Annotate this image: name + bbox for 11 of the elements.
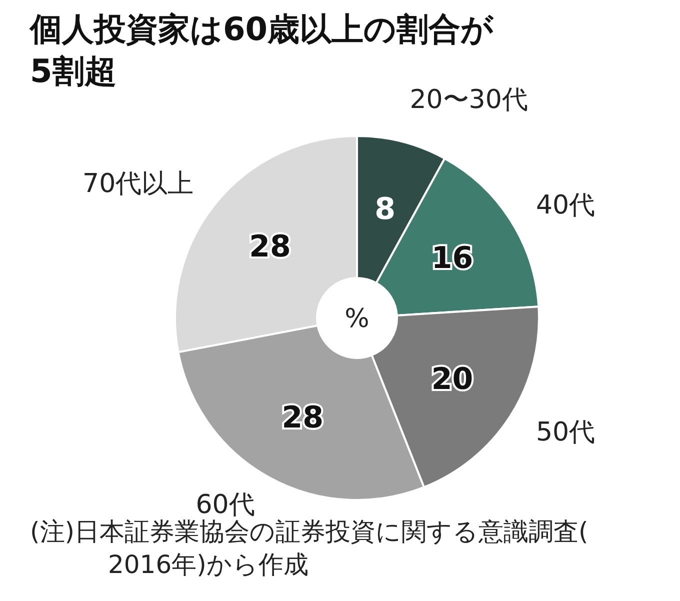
- slice-label: 40代: [536, 190, 596, 221]
- data-label: 16: [431, 241, 474, 276]
- data-label: 8: [374, 192, 396, 228]
- slice-label: 50代: [536, 418, 596, 448]
- text: %: [344, 304, 370, 334]
- data-label: 20: [431, 362, 474, 397]
- data-label: 28: [249, 230, 291, 265]
- slice-label: 60代: [196, 490, 255, 520]
- slice-label: 70代以上: [82, 168, 194, 199]
- text: (注)日本証券業協会の証券投資に関する意識調査(2016年)から作成: [30, 517, 588, 579]
- data-label: 28: [282, 400, 324, 436]
